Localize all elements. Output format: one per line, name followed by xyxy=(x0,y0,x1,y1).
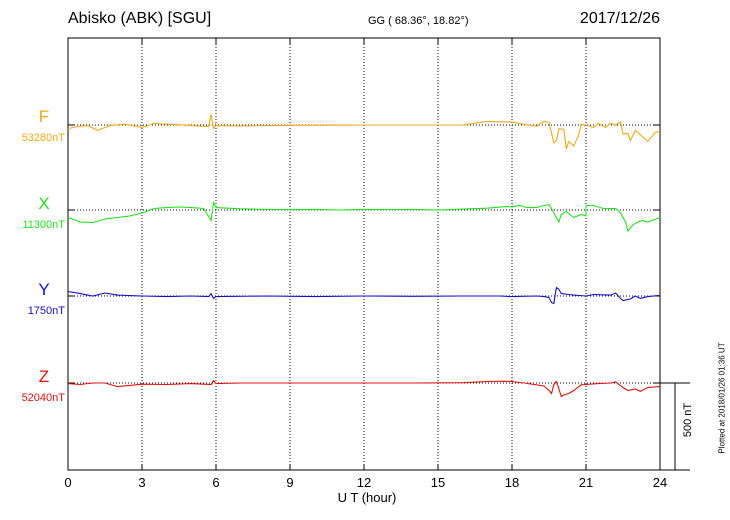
x-axis-title-text: U T (hour) xyxy=(337,490,397,505)
trace-Z xyxy=(67,379,661,398)
series-baseline-Y: 1750nT xyxy=(28,305,66,317)
trace-X xyxy=(67,200,661,233)
series-name-Z: Z xyxy=(39,367,49,386)
scale-bar xyxy=(660,382,690,471)
trace-Y xyxy=(67,286,661,305)
series-baseline-F: 53280nT xyxy=(22,132,66,144)
tick-label-15: 15 xyxy=(431,475,445,490)
series-name-X: X xyxy=(38,194,49,213)
tick-label-12: 12 xyxy=(357,475,371,490)
tick-label-21: 21 xyxy=(579,475,593,490)
vertical-gridlines xyxy=(141,38,587,470)
chart-date: 2017/12/26 xyxy=(579,10,660,27)
x-axis-ticks: 0 3 6 9 12 15 18 21 24 xyxy=(64,38,667,490)
series-labels: F 53280nT X 11300nT Y 1750nT Z 52040nT xyxy=(22,107,66,404)
trace-F xyxy=(67,114,661,150)
scale-bar-label: 500 nT xyxy=(682,402,694,438)
tick-label-18: 18 xyxy=(505,475,519,490)
series-baseline-Z: 52040nT xyxy=(22,392,66,404)
tick-label-6: 6 xyxy=(212,475,219,490)
tick-label-9: 9 xyxy=(286,475,293,490)
x-axis-title: U T (hour) xyxy=(0,490,730,505)
series-name-F: F xyxy=(39,107,49,126)
series-name-Y: Y xyxy=(38,280,49,299)
station-title: Abisko (ABK) [SGU] xyxy=(68,10,212,27)
series-baseline-X: 11300nT xyxy=(22,219,65,231)
tick-label-24: 24 xyxy=(653,475,667,490)
tick-label-0: 0 xyxy=(64,475,71,490)
series-traces xyxy=(67,114,661,398)
plotted-timestamp: Plotted at 2018/01/26 01:36 UT xyxy=(717,342,727,454)
geographic-coordinates: GG ( 68.36°, 18.82°) xyxy=(368,15,469,27)
tick-label-3: 3 xyxy=(138,475,145,490)
